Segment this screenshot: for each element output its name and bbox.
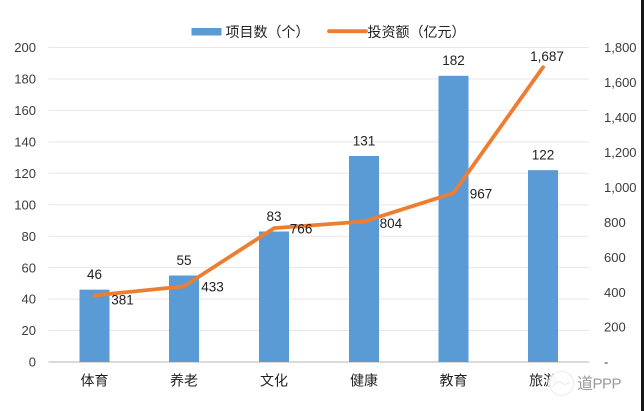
svg-text:60: 60 <box>22 260 36 275</box>
svg-text:养老: 养老 <box>170 373 198 389</box>
svg-text:1,800: 1,800 <box>604 40 637 55</box>
svg-text:433: 433 <box>201 279 224 294</box>
svg-text:804: 804 <box>380 216 403 231</box>
svg-text:46: 46 <box>87 267 102 282</box>
svg-text:40: 40 <box>22 292 36 307</box>
svg-text:1,200: 1,200 <box>604 145 637 160</box>
svg-text:20: 20 <box>22 323 36 338</box>
svg-text:131: 131 <box>353 133 376 148</box>
svg-text:800: 800 <box>604 215 626 230</box>
svg-text:0: 0 <box>29 355 36 370</box>
svg-text:-: - <box>604 355 608 370</box>
svg-text:100: 100 <box>14 197 36 212</box>
svg-text:122: 122 <box>532 148 555 163</box>
svg-text:160: 160 <box>14 103 36 118</box>
svg-text:55: 55 <box>176 253 191 268</box>
svg-text:967: 967 <box>470 186 493 201</box>
svg-text:PPP: PPP <box>593 376 622 393</box>
svg-text:教育: 教育 <box>440 373 468 389</box>
svg-text:200: 200 <box>14 40 36 55</box>
svg-text:400: 400 <box>604 285 626 300</box>
svg-text:体育: 体育 <box>81 373 109 389</box>
svg-text:1,600: 1,600 <box>604 75 637 90</box>
svg-text:1,687: 1,687 <box>530 49 564 64</box>
svg-text:180: 180 <box>14 72 36 87</box>
svg-text:200: 200 <box>604 320 626 335</box>
svg-text:项目数（个）: 项目数（个） <box>226 22 310 42</box>
svg-text:120: 120 <box>14 166 36 181</box>
svg-text:投资额（亿元）: 投资额（亿元） <box>368 22 466 42</box>
svg-text:140: 140 <box>14 134 36 149</box>
svg-text:381: 381 <box>111 292 134 307</box>
svg-text:766: 766 <box>290 221 313 236</box>
svg-text:健康: 健康 <box>350 373 378 389</box>
svg-text:600: 600 <box>604 250 626 265</box>
svg-text:1,000: 1,000 <box>604 180 637 195</box>
svg-text:文化: 文化 <box>260 373 288 389</box>
svg-text:1,400: 1,400 <box>604 110 637 125</box>
svg-text:83: 83 <box>266 209 281 224</box>
svg-text:道: 道 <box>577 370 593 394</box>
svg-text:182: 182 <box>442 53 465 68</box>
svg-text:80: 80 <box>22 229 36 244</box>
